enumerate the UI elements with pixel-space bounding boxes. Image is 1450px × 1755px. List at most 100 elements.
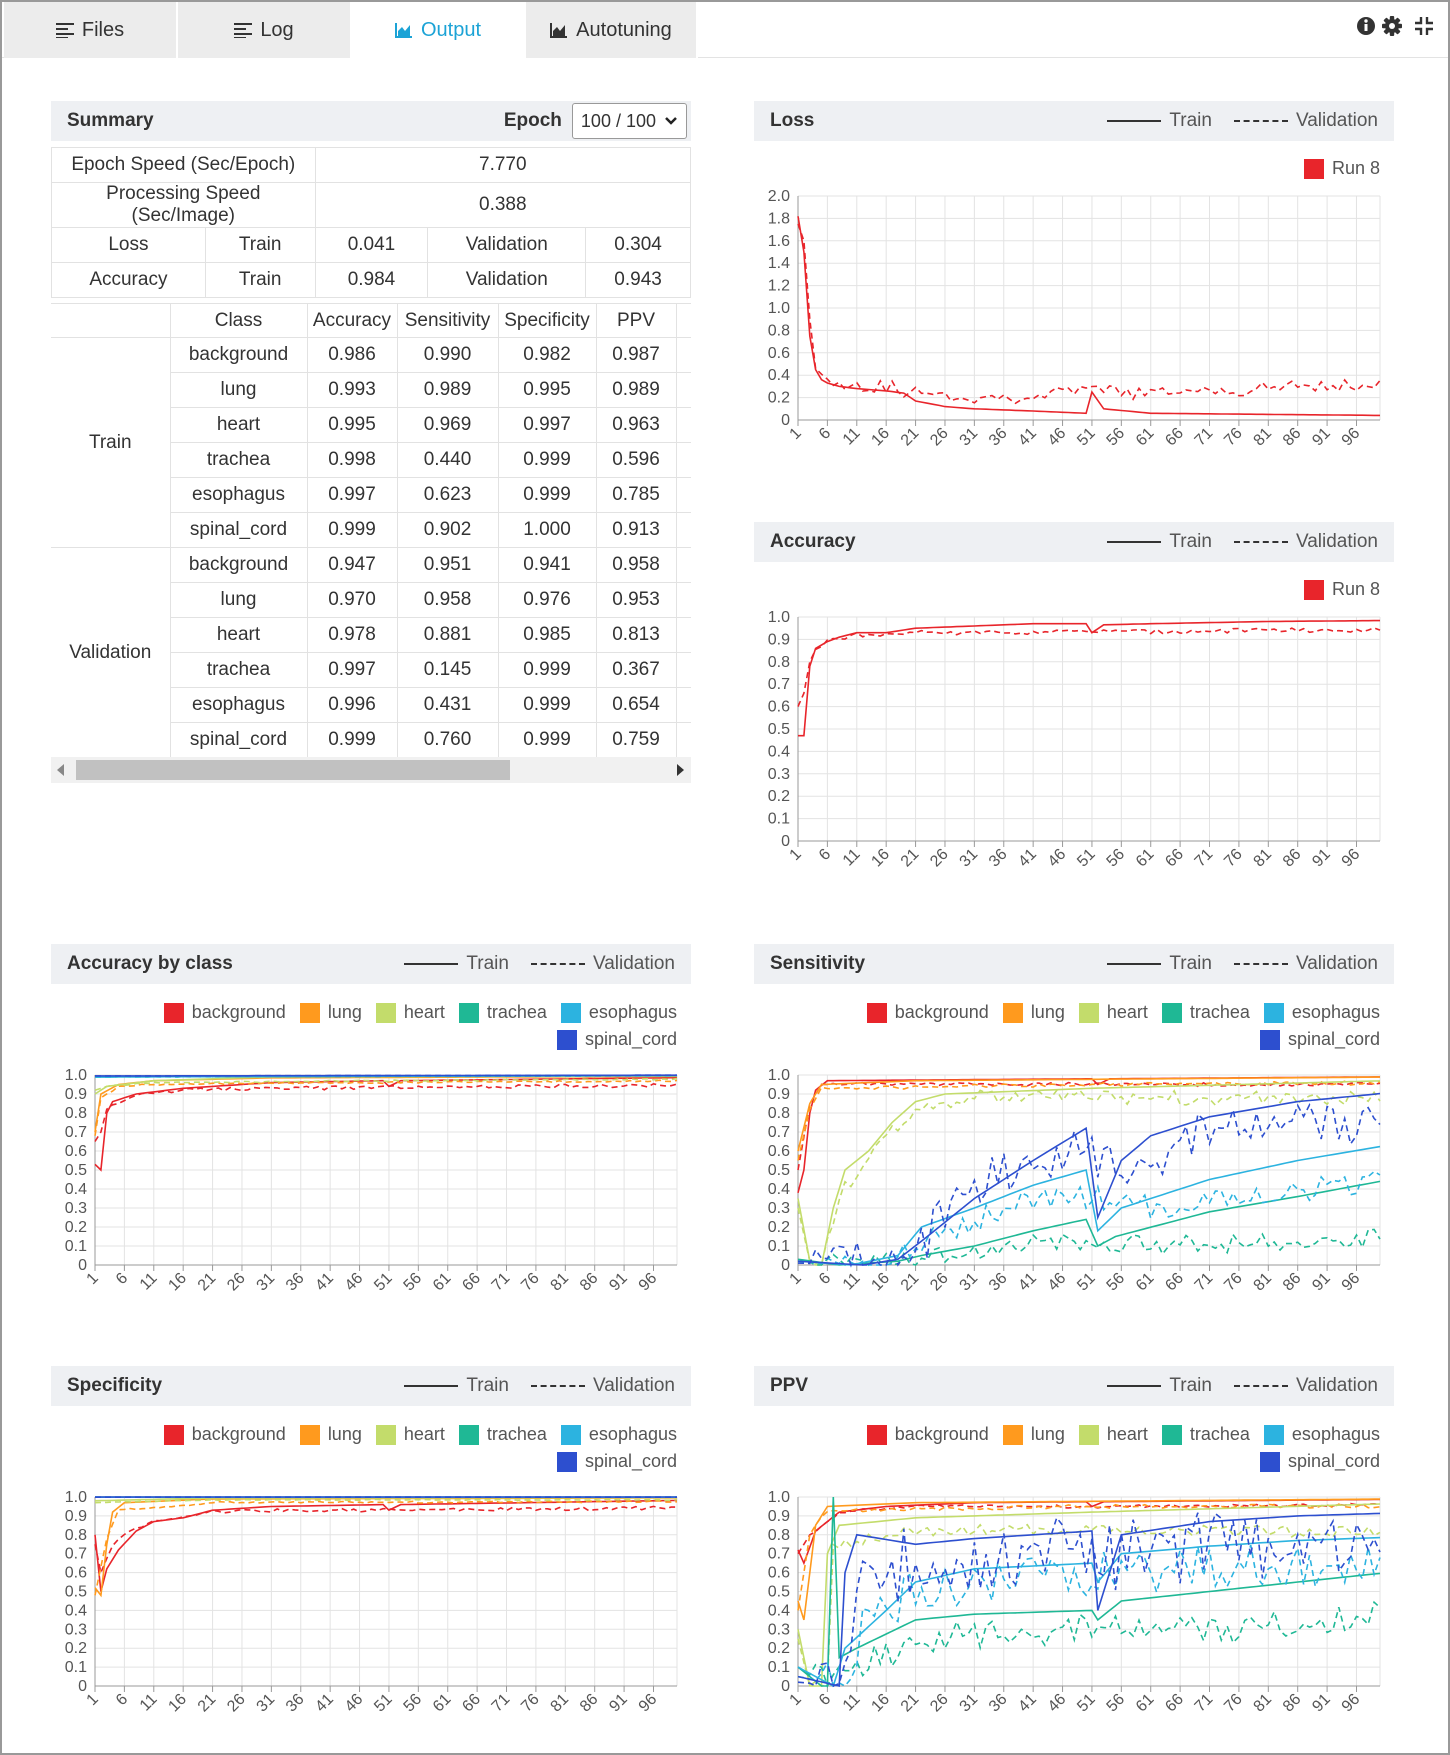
tab-autotuning[interactable]: Autotuning xyxy=(526,2,698,58)
legend-train-label: Train xyxy=(1169,531,1212,552)
legend-train[interactable]: Train xyxy=(404,953,509,975)
legend-validation[interactable]: Validation xyxy=(1233,531,1378,553)
legend-validation[interactable]: Validation xyxy=(1233,1375,1378,1397)
class-name-cell: trachea xyxy=(169,442,308,478)
legend-item[interactable]: lung xyxy=(299,1002,362,1023)
x-tick-label: 6 xyxy=(816,846,834,864)
legend-item[interactable]: esophagus xyxy=(560,1002,677,1023)
legend-item[interactable]: heart xyxy=(375,1424,445,1445)
legend-swatch xyxy=(1303,158,1324,179)
x-tick-label: 86 xyxy=(1280,1270,1305,1295)
legend-item[interactable]: heart xyxy=(1078,1002,1148,1023)
tab-files[interactable]: Files xyxy=(4,2,178,58)
legend-item[interactable]: background xyxy=(866,1424,989,1445)
legend-label: trachea xyxy=(486,1424,547,1444)
legend-swatch xyxy=(1161,1424,1182,1445)
scroll-left-icon[interactable] xyxy=(57,764,65,776)
scroll-right-icon[interactable] xyxy=(677,764,685,776)
epoch-select[interactable]: 100 / 100 xyxy=(571,103,687,139)
legend-item[interactable]: spinal_cord xyxy=(1259,1029,1380,1050)
class-metrics-table: Class Accuracy Sensitivity Specificity P… xyxy=(51,303,691,758)
x-tick-label: 51 xyxy=(371,1691,396,1716)
metric-cell: 0.623 xyxy=(396,477,499,513)
legend-item[interactable]: trachea xyxy=(458,1424,547,1445)
legend-item[interactable]: background xyxy=(163,1002,286,1023)
legend-label: Run 8 xyxy=(1331,579,1380,599)
x-tick-label: 61 xyxy=(1133,846,1158,871)
validation-label: Validation xyxy=(427,227,587,263)
series-legend: Run 8 xyxy=(1100,158,1380,179)
info-icon[interactable] xyxy=(1356,16,1376,36)
horizontal-scrollbar[interactable] xyxy=(51,757,691,783)
y-tick-label: 0.6 xyxy=(65,1143,87,1160)
column-header-accuracy: Accuracy xyxy=(306,303,398,338)
y-tick-label: 0.6 xyxy=(65,1565,87,1582)
legend-item[interactable]: spinal_cord xyxy=(556,1451,677,1472)
legend-item[interactable]: background xyxy=(866,1002,989,1023)
legend-label: lung xyxy=(1030,1424,1065,1444)
legend-item[interactable]: heart xyxy=(375,1002,445,1023)
legend-item[interactable]: esophagus xyxy=(560,1424,677,1445)
legend-item[interactable]: Run 8 xyxy=(1303,158,1380,179)
legend-train[interactable]: Train xyxy=(404,1375,509,1397)
compress-icon[interactable] xyxy=(1414,16,1434,36)
x-tick-label: 6 xyxy=(816,1691,834,1709)
legend-validation-label: Validation xyxy=(592,953,675,974)
legend-item[interactable]: lung xyxy=(1002,1424,1065,1445)
legend-item[interactable]: lung xyxy=(299,1424,362,1445)
legend-item[interactable]: background xyxy=(163,1424,286,1445)
legend-train[interactable]: Train xyxy=(1107,1375,1212,1397)
legend-item[interactable]: esophagus xyxy=(1263,1002,1380,1023)
metric-cell: 0.999 xyxy=(497,722,597,758)
accuracy-label: Accuracy xyxy=(51,262,206,298)
x-tick-label: 61 xyxy=(1133,1270,1158,1295)
legend-item[interactable]: trachea xyxy=(458,1002,547,1023)
class-name-cell: lung xyxy=(169,582,308,618)
x-tick-label: 16 xyxy=(868,1270,893,1295)
legend-item[interactable]: spinal_cord xyxy=(556,1029,677,1050)
legend-train[interactable]: Train xyxy=(1107,110,1212,132)
chart-sensitivity: 00.10.20.30.40.50.60.70.80.91.01 6 11 16 21 2… xyxy=(768,1067,1381,1295)
x-tick-label: 41 xyxy=(1015,846,1040,871)
legend-train[interactable]: Train xyxy=(1107,953,1212,975)
series-legend: background lung heart trachea esophagus spina… xyxy=(71,1002,677,1050)
x-tick-label: 81 xyxy=(1251,846,1276,871)
legend-item[interactable]: spinal_cord xyxy=(1259,1451,1380,1472)
metric-cell: 0.978 xyxy=(306,617,398,653)
x-tick-label: 51 xyxy=(1074,425,1099,450)
scrollbar-thumb[interactable] xyxy=(76,760,510,780)
area-chart-icon xyxy=(550,23,568,38)
series-line-run-8-train xyxy=(798,619,1380,737)
series-line-spinal_cord-train xyxy=(95,1074,677,1077)
legend-item[interactable]: trachea xyxy=(1161,1002,1250,1023)
x-tick-label: 81 xyxy=(548,1270,573,1295)
legend-validation[interactable]: Validation xyxy=(1233,953,1378,975)
x-tick-label: 36 xyxy=(283,1691,308,1716)
legend-validation[interactable]: Validation xyxy=(1233,110,1378,132)
legend-item[interactable]: trachea xyxy=(1161,1424,1250,1445)
chart-header-loss: Loss Train Validation xyxy=(754,101,1394,141)
table-row: Train background 0.986 0.990 0.982 0.987 xyxy=(51,337,691,548)
y-tick-label: 0.2 xyxy=(768,788,790,805)
legend-item[interactable]: heart xyxy=(1078,1424,1148,1445)
legend-validation[interactable]: Validation xyxy=(530,953,675,975)
legend-train[interactable]: Train xyxy=(1107,531,1212,553)
gear-icon[interactable] xyxy=(1382,16,1402,36)
y-tick-label: 0.5 xyxy=(768,1162,790,1179)
legend-swatch xyxy=(163,1424,184,1445)
train-label: Train xyxy=(204,227,316,263)
x-tick-label: 16 xyxy=(165,1270,190,1295)
x-tick-label: 31 xyxy=(957,1691,982,1716)
legend-item[interactable]: esophagus xyxy=(1263,1424,1380,1445)
x-tick-label: 96 xyxy=(636,1270,661,1295)
legend-train-label: Train xyxy=(466,953,509,974)
legend-item[interactable]: Run 8 xyxy=(1303,579,1380,600)
x-tick-label: 1 xyxy=(787,846,805,864)
legend-item[interactable]: lung xyxy=(1002,1002,1065,1023)
tab-output[interactable]: Output xyxy=(352,2,526,58)
legend-validation[interactable]: Validation xyxy=(530,1375,675,1397)
tab-log[interactable]: Log xyxy=(178,2,352,58)
series-line-run-8-val xyxy=(797,223,1381,405)
x-tick-label: 86 xyxy=(1280,425,1305,450)
series-line-trachea-val xyxy=(797,1600,1381,1689)
